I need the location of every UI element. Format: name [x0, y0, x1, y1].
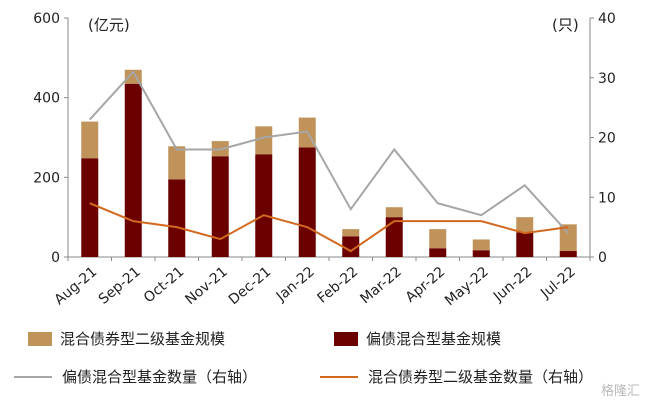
x-tick-label: Aug-21	[52, 264, 101, 309]
bar	[342, 236, 360, 257]
left-tick-label: 600	[33, 11, 60, 27]
legend-label: 偏债混合型基金数量（右轴）	[62, 368, 258, 386]
x-tick-label: Jan-22	[273, 264, 318, 305]
legend-item-hybrid-bond-count: 混合债券型二级基金数量（右轴）	[320, 366, 593, 387]
x-tick-label: Oct-21	[141, 264, 187, 307]
bar	[472, 250, 490, 257]
x-tick-label: Sep-21	[96, 264, 144, 308]
bar	[429, 229, 447, 249]
bar	[516, 232, 534, 257]
x-tick-label: Jun-22	[490, 264, 535, 306]
bar	[298, 147, 316, 257]
bar	[168, 146, 186, 180]
legend-swatch	[28, 331, 52, 346]
bar	[255, 126, 273, 155]
bar	[385, 217, 403, 257]
bar	[559, 251, 577, 257]
x-tick-label: May-22	[442, 264, 492, 309]
legend-label: 混合债券型二级基金规模	[60, 330, 226, 348]
bars	[81, 69, 577, 257]
left-tick-label: 400	[33, 91, 60, 107]
bar	[81, 158, 99, 257]
legend-swatch	[334, 331, 358, 346]
bar	[81, 121, 99, 159]
legend-item-partial-bond-scale: 偏债混合型基金规模	[334, 328, 501, 349]
right-tick-label: 40	[598, 11, 616, 27]
x-tick-label: Mar-22	[357, 264, 404, 307]
x-tick-label: Dec-21	[226, 264, 275, 308]
axes	[64, 17, 594, 261]
legend: 混合债券型二级基金规模 偏债混合型基金规模 偏债混合型基金数量（右轴） 混合债券…	[0, 318, 648, 405]
right-axis-unit: (只)	[552, 16, 579, 34]
legend-label: 混合债券型二级基金数量（右轴）	[368, 368, 594, 386]
bar	[342, 229, 360, 237]
bar	[429, 248, 447, 257]
legend-label: 偏债混合型基金规模	[366, 330, 502, 348]
bar	[559, 224, 577, 252]
right-tick-label: 0	[598, 250, 607, 266]
bar	[211, 156, 229, 257]
right-tick-label: 10	[598, 190, 616, 206]
series-line	[89, 202, 569, 253]
right-tick-label: 20	[598, 131, 616, 147]
legend-swatch	[14, 375, 52, 378]
left-tick-label: 200	[33, 170, 60, 186]
bar	[168, 179, 186, 257]
watermark-logo: 格隆汇	[600, 384, 640, 399]
chart: 0 200 400 600 0 10 20 30 40 Aug-21Sep-21Oct-21Nov…	[33, 11, 616, 309]
bar	[124, 83, 142, 257]
bar	[385, 207, 403, 218]
x-tick-label: Nov-21	[182, 264, 230, 308]
x-tick-label: Feb-22	[315, 264, 362, 307]
x-tick-label: Apr-22	[403, 264, 449, 306]
legend-swatch	[320, 375, 358, 378]
legend-item-partial-bond-count: 偏债混合型基金数量（右轴）	[14, 366, 257, 387]
left-tick-label: 0	[51, 250, 60, 266]
tick-labels: 0 200 400 600 0 10 20 30 40 Aug-21Sep-21Oct-21Nov…	[33, 11, 616, 309]
lines	[89, 70, 569, 253]
legend-item-hybrid-bond-scale: 混合债券型二级基金规模	[28, 328, 225, 349]
x-tick-label: Jul-22	[537, 264, 579, 302]
bar	[255, 154, 273, 257]
right-tick-label: 30	[598, 71, 616, 87]
series-line	[89, 70, 569, 234]
bar	[472, 239, 490, 251]
left-axis-unit: (亿元)	[88, 16, 130, 34]
bar	[516, 217, 534, 233]
